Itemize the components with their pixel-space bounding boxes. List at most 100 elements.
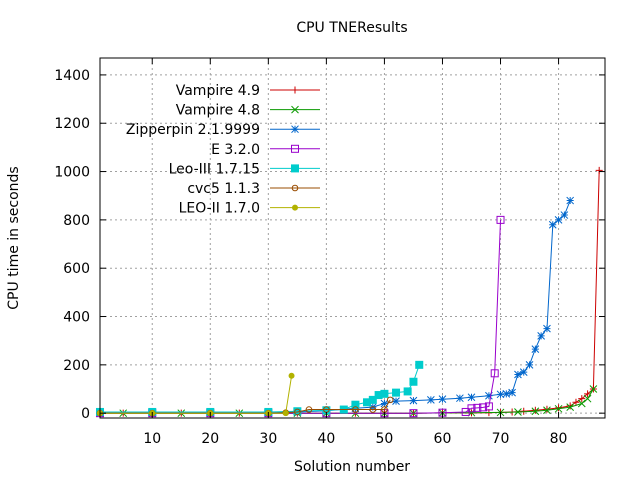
data-point	[496, 390, 505, 399]
data-point	[352, 406, 359, 413]
data-point	[555, 404, 563, 412]
x-tick-label: 50	[376, 431, 394, 447]
data-point	[543, 324, 551, 333]
legend-item: E 3.2.0	[211, 142, 320, 158]
data-point	[409, 396, 418, 405]
data-point	[566, 403, 575, 411]
data-point	[415, 360, 424, 369]
series-line	[100, 170, 600, 414]
data-point	[531, 406, 539, 414]
data-point	[380, 399, 389, 408]
legend-item: Vampire 4.8	[176, 103, 320, 119]
legend-label: Vampire 4.9	[176, 83, 260, 99]
data-point	[409, 377, 418, 386]
legend-marker	[291, 86, 299, 94]
data-point	[595, 166, 603, 174]
data-point	[305, 406, 313, 413]
data-point	[525, 360, 534, 369]
data-point	[294, 408, 301, 416]
data-point	[543, 406, 551, 415]
data-point	[572, 398, 580, 406]
series-layer	[96, 166, 603, 418]
data-point	[514, 370, 522, 379]
data-point	[519, 368, 528, 376]
x-tick-label: 20	[201, 431, 219, 447]
data-point	[496, 215, 505, 224]
legend-item: Leo-III 1.7.15	[169, 161, 320, 177]
data-point	[438, 395, 447, 404]
legend-label: LEO-II 1.7.0	[179, 201, 260, 217]
legend: Vampire 4.9 Vampire 4.8 Zipperpin 2.1.9999…	[126, 83, 320, 217]
x-tick-label: 10	[143, 431, 161, 447]
y-tick-label: 400	[63, 310, 90, 326]
x-tick-label: 30	[259, 431, 277, 447]
data-point	[589, 385, 598, 393]
legend-label: E 3.2.0	[211, 142, 260, 158]
y-tick-label: 800	[63, 213, 90, 229]
legend-item: LEO-II 1.7.0	[179, 201, 320, 217]
data-point	[351, 400, 360, 409]
legend-label: Vampire 4.8	[176, 103, 260, 119]
data-point	[467, 404, 476, 413]
data-point	[403, 387, 412, 396]
x-axis-label: Solution number	[294, 459, 410, 475]
data-point	[485, 391, 493, 400]
series-3	[96, 196, 575, 418]
data-point	[583, 394, 592, 403]
data-point	[577, 399, 586, 408]
x-tick-label: 80	[550, 431, 568, 447]
data-point	[409, 409, 418, 418]
data-point	[282, 410, 289, 417]
data-point	[537, 331, 546, 340]
data-point	[584, 390, 592, 398]
data-point	[392, 388, 401, 397]
x-tick-label: 70	[492, 431, 510, 447]
y-tick-label: 1400	[54, 68, 90, 84]
data-point	[473, 403, 482, 412]
series-line	[100, 375, 293, 414]
data-point	[514, 408, 522, 416]
data-point	[578, 395, 586, 403]
data-point	[566, 196, 575, 205]
data-point	[531, 407, 540, 416]
legend-marker	[291, 105, 299, 114]
legend-label: cvc5 1.1.3	[187, 181, 260, 197]
y-tick-label: 0	[81, 406, 90, 422]
data-point	[484, 402, 493, 411]
y-tick-label: 1000	[54, 165, 90, 181]
y-tick-label: 600	[63, 261, 90, 277]
data-point	[548, 220, 557, 229]
y-axis-label: CPU time in seconds	[6, 166, 22, 309]
data-point	[554, 404, 563, 413]
legend-item: Zipperpin 2.1.9999	[126, 122, 320, 138]
grid-lines	[100, 58, 605, 418]
data-point	[502, 389, 511, 398]
legend-marker	[291, 164, 299, 173]
data-point	[531, 345, 540, 353]
legend-marker	[291, 184, 299, 192]
data-point	[479, 403, 488, 412]
legend-marker	[292, 204, 298, 211]
x-tick-label: 40	[317, 431, 335, 447]
data-point	[560, 211, 569, 219]
series-line	[100, 364, 420, 413]
data-point	[288, 372, 295, 379]
chart-title: CPU TNEResults	[296, 20, 407, 36]
legend-item: Vampire 4.9	[176, 83, 320, 99]
data-point	[380, 389, 389, 398]
y-tick-label: 1200	[54, 116, 90, 132]
legend-marker	[291, 125, 299, 134]
data-point	[554, 216, 563, 224]
data-point	[467, 393, 476, 402]
data-point	[456, 394, 464, 403]
legend-marker	[291, 144, 299, 153]
y-tick-label: 200	[63, 358, 90, 374]
data-point	[508, 388, 516, 397]
data-point	[427, 396, 435, 404]
legend-label: Leo-III 1.7.15	[169, 161, 260, 177]
data-point	[369, 406, 377, 413]
data-point	[368, 395, 377, 404]
legend-item: cvc5 1.1.3	[187, 181, 320, 197]
legend-label: Zipperpin 2.1.9999	[126, 122, 260, 138]
